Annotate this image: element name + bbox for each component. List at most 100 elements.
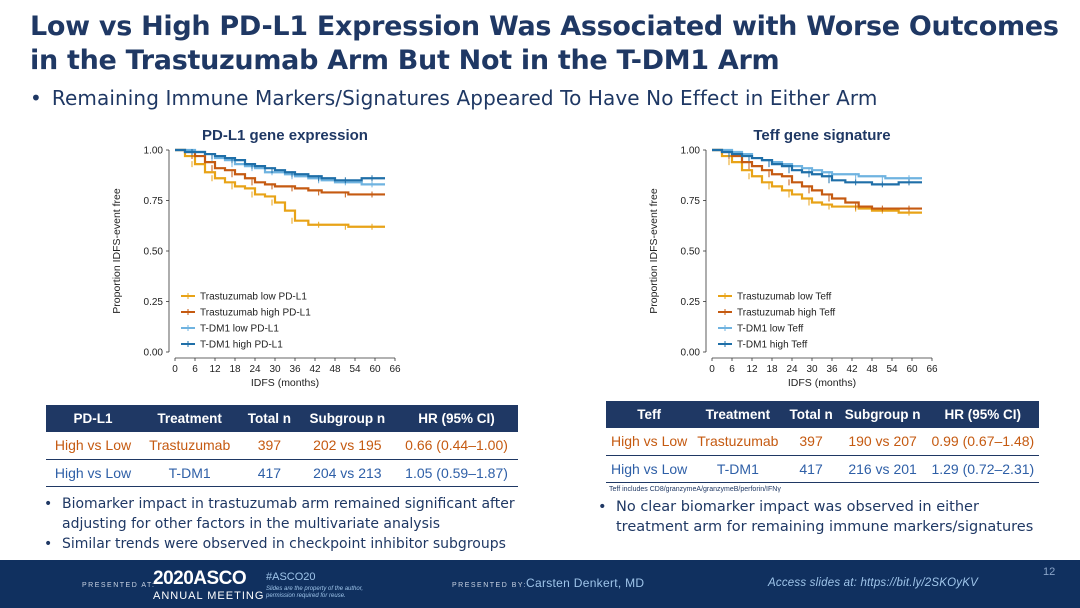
presented-by-label: PRESENTED BY:	[452, 582, 528, 589]
header-cell: Total n	[239, 405, 300, 432]
table-cell: 202 vs 195	[299, 432, 396, 460]
legend-label: T-DM1 low Teff	[737, 324, 804, 335]
x-tick-label: 48	[866, 364, 878, 375]
table-cell: 216 vs 201	[838, 455, 927, 483]
y-tick-label: 1.00	[144, 146, 164, 157]
x-tick-label: 36	[289, 364, 301, 375]
y-tick-label: 0.00	[144, 348, 164, 359]
table-cell: 204 vs 213	[299, 459, 396, 487]
km-curve	[175, 148, 385, 228]
bullet-item: Biomarker impact in trastuzumab arm rema…	[42, 494, 542, 534]
table-row: High vs Low T-DM1 417 204 vs 213 1.05 (0…	[46, 459, 518, 487]
x-tick-label: 42	[846, 364, 858, 375]
table-cell: Trastuzumab	[139, 432, 240, 460]
hashtag: #ASCO20	[266, 571, 316, 583]
teff-footnote: Teff includes CD8/granzymeA/granzymeB/pe…	[609, 486, 781, 493]
km-curve	[712, 148, 922, 186]
x-tick-label: 18	[766, 364, 778, 375]
table-cell: 190 vs 207	[838, 428, 927, 456]
header-cell: HR (95% CI)	[395, 405, 518, 432]
access-slides-link[interactable]: Access slides at: https://bit.ly/2SKOyKV	[768, 577, 978, 589]
table-cell: 0.66 (0.44–1.00)	[395, 432, 518, 460]
x-tick-label: 12	[209, 364, 221, 375]
hashtag-note: Slides are the property of the author, p…	[266, 586, 364, 599]
x-tick-label: 24	[249, 364, 261, 375]
km-curve	[175, 148, 385, 182]
asco-meeting-label: ANNUAL MEETING	[153, 590, 265, 602]
legend-label: Trastuzumab high PD-L1	[200, 308, 311, 319]
pdl1-results-table: PD-L1 Treatment Total n Subgroup n HR (9…	[46, 405, 518, 487]
x-tick-label: 36	[826, 364, 838, 375]
x-tick-label: 66	[389, 364, 401, 375]
header-cell: Treatment	[139, 405, 240, 432]
y-tick-label: 0.25	[681, 297, 701, 308]
x-axis-label: IDFS (months)	[788, 377, 856, 389]
header-cell: Treatment	[692, 401, 784, 428]
x-tick-label: 24	[786, 364, 798, 375]
km-curve	[175, 148, 385, 196]
km-curve	[175, 148, 385, 186]
table-cell: 417	[239, 459, 300, 487]
legend-label: Trastuzumab high Teff	[737, 308, 835, 319]
subtitle-text: Remaining Immune Markers/Signatures Appe…	[51, 86, 878, 110]
presented-at-label: PRESENTED AT:	[82, 582, 156, 589]
header-cell: Subgroup n	[838, 401, 927, 428]
bullet-item: No clear biomarker impact was observed i…	[596, 497, 1056, 537]
legend-label: Trastuzumab low PD-L1	[200, 292, 307, 303]
legend-label: T-DM1 high PD-L1	[200, 340, 283, 351]
x-tick-label: 12	[746, 364, 758, 375]
x-tick-label: 54	[886, 364, 898, 375]
x-tick-label: 6	[729, 364, 735, 375]
x-tick-label: 0	[709, 364, 715, 375]
table-cell: High vs Low	[46, 432, 140, 460]
table-header-row: Teff Treatment Total n Subgroup n HR (95…	[606, 401, 1040, 428]
table-cell: Trastuzumab	[692, 428, 784, 456]
table-row: High vs Low T-DM1 417 216 vs 201 1.29 (0…	[606, 455, 1040, 483]
km-curve	[712, 148, 922, 214]
slide-title: Low vs High PD-L1 Expression Was Associa…	[30, 11, 1059, 76]
y-tick-label: 0.50	[681, 247, 701, 258]
x-tick-label: 54	[349, 364, 361, 375]
header-cell: Teff	[606, 401, 693, 428]
x-tick-label: 30	[269, 364, 281, 375]
y-axis-label: Proportion IDFS-event free	[648, 188, 660, 314]
x-tick-label: 18	[229, 364, 241, 375]
y-tick-label: 0.75	[681, 196, 701, 207]
table-cell: 397	[239, 432, 300, 460]
footer-bar: PRESENTED AT: 2020ASCO ANNUAL MEETING #A…	[0, 560, 1080, 608]
table-cell: 1.05 (0.59–1.87)	[395, 459, 518, 487]
table-cell: High vs Low	[46, 459, 140, 487]
right-bullet-list: No clear biomarker impact was observed i…	[596, 497, 1056, 537]
legend-label: T-DM1 high Teff	[737, 340, 807, 351]
bullet-item: Similar trends were observed in checkpoi…	[42, 534, 542, 554]
slide-subtitle: • Remaining Immune Markers/Signatures App…	[30, 86, 877, 110]
table-row: High vs Low Trastuzumab 397 190 vs 207 0…	[606, 428, 1040, 456]
x-tick-label: 60	[369, 364, 381, 375]
x-tick-label: 48	[329, 364, 341, 375]
km-curve	[712, 148, 922, 210]
y-axis-label: Proportion IDFS-event free	[111, 188, 123, 314]
table-cell: 417	[783, 455, 839, 483]
header-cell: Total n	[783, 401, 839, 428]
table-row: High vs Low Trastuzumab 397 202 vs 195 0…	[46, 432, 518, 460]
y-tick-label: 0.25	[144, 297, 164, 308]
table-header-row: PD-L1 Treatment Total n Subgroup n HR (9…	[46, 405, 518, 432]
presenter-name: Carsten Denkert, MD	[526, 576, 645, 590]
asco-logo: 2020ASCO	[153, 568, 247, 589]
chart-title: Teff gene signature	[753, 127, 890, 144]
km-chart-pdl1: PD-L1 gene expression 0.00 0.25 0.50 0.75 1.0…	[111, 127, 401, 389]
header-cell: Subgroup n	[299, 405, 396, 432]
km-curve	[712, 148, 922, 180]
page-number: 12	[1043, 566, 1056, 578]
chart-title: PD-L1 gene expression	[202, 127, 368, 144]
km-chart-teff: Teff gene signature 0.00 0.25 0.50 0.75 1.00 0…	[648, 127, 938, 389]
x-tick-label: 0	[172, 364, 178, 375]
table-cell: High vs Low	[606, 428, 693, 456]
x-tick-label: 6	[192, 364, 198, 375]
x-axis-label: IDFS (months)	[251, 377, 319, 389]
legend-label: Trastuzumab low Teff	[737, 292, 832, 303]
x-tick-label: 66	[926, 364, 938, 375]
x-tick-label: 30	[806, 364, 818, 375]
table-cell: 397	[783, 428, 839, 456]
table-cell: 0.99 (0.67–1.48)	[926, 428, 1040, 456]
